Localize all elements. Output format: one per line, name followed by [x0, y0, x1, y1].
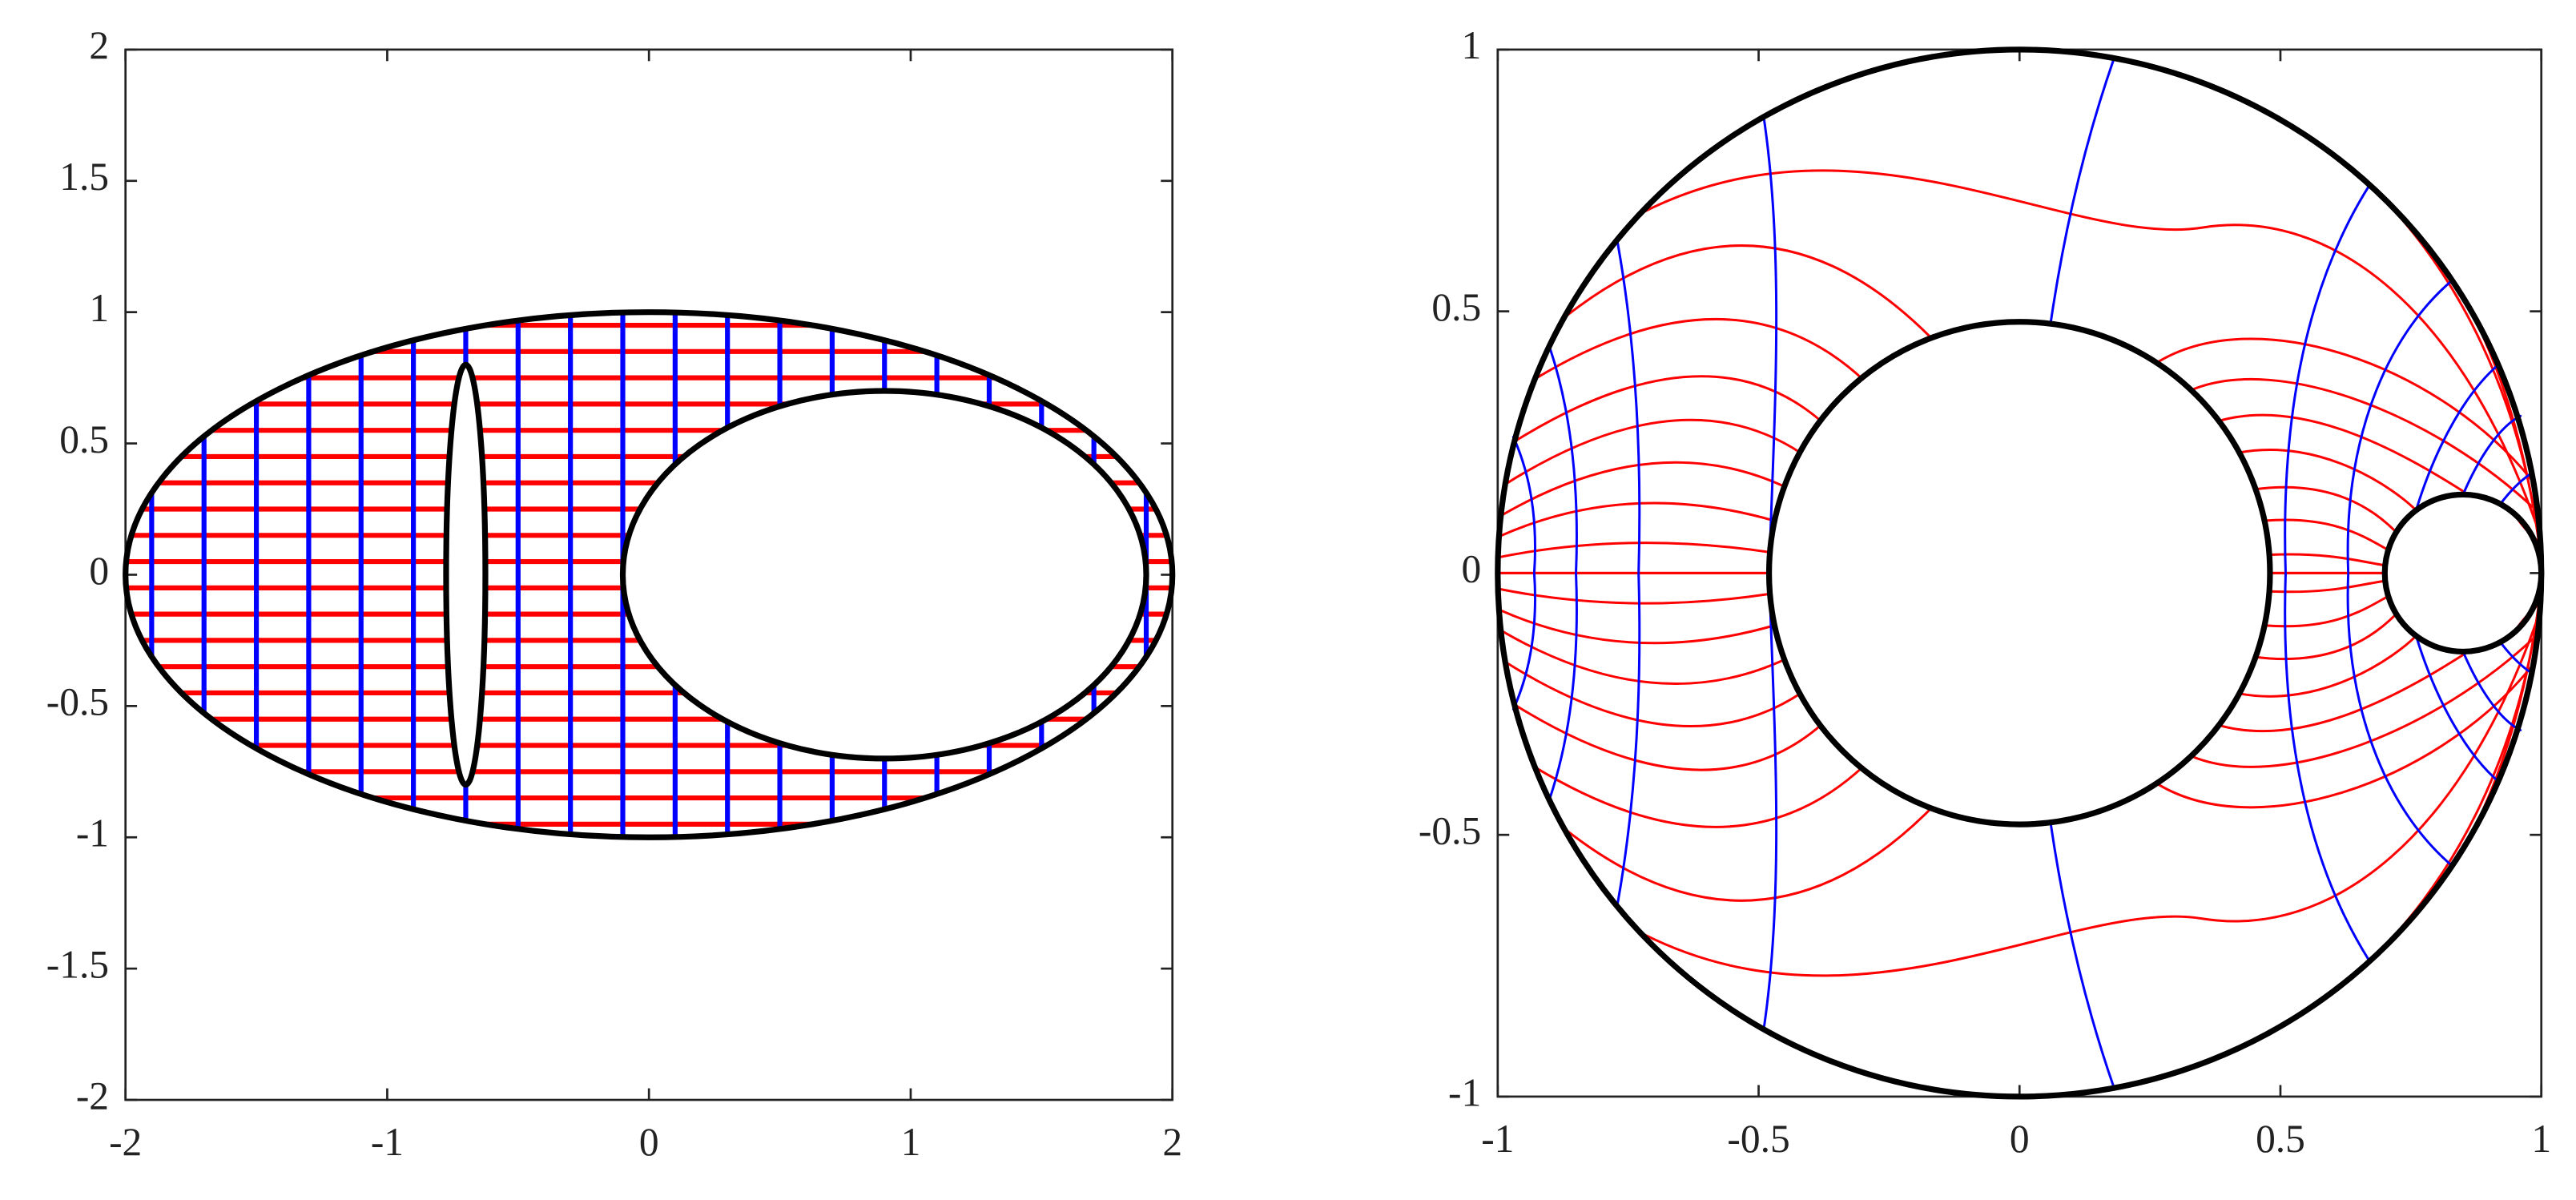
level-curve: [2254, 615, 2395, 659]
y-tick-label: -1: [76, 811, 109, 856]
x-tick-label: 1: [2531, 1117, 2551, 1161]
y-tick-label: 0: [89, 549, 109, 593]
flow-curve: [2348, 280, 2453, 573]
y-tick-label: -1: [1448, 1070, 1481, 1114]
flow-curve: [2285, 186, 2369, 574]
level-curve: [1644, 171, 2538, 531]
y-tick-label: -0.5: [46, 680, 109, 724]
flow-curve: [1764, 573, 1777, 1029]
level-curve: [1499, 610, 1774, 643]
axes-box: [124, 48, 1174, 1101]
flow-curves: [1513, 60, 2530, 573]
level-curve: [2218, 415, 2469, 494]
x-tick-label: 2: [1162, 1120, 1182, 1164]
level-curve: [2218, 651, 2469, 731]
level-curve: [2270, 554, 2385, 566]
flow-curve: [2285, 573, 2369, 960]
level-curve: [2264, 597, 2387, 626]
level-curve: [1513, 377, 1821, 442]
level-curve: [2155, 339, 2531, 479]
y-tick-label: 1.5: [59, 155, 109, 199]
x-tick-label: -0.5: [1727, 1117, 1789, 1161]
x-tick-label: 0.5: [2256, 1117, 2305, 1161]
level-curve: [1498, 543, 1769, 558]
level-curve: [1506, 420, 1801, 484]
boundary: [443, 361, 489, 788]
flow-curve: [2051, 824, 2113, 1086]
flow-curve: [1513, 573, 1535, 709]
level-curve: [2437, 583, 2541, 887]
flow-curve: [2500, 641, 2531, 672]
boundary: [1765, 319, 2273, 828]
mesh-lines: [125, 49, 1173, 1101]
level-curve: [1501, 630, 1785, 683]
y-tick-label: 0: [1461, 547, 1481, 591]
y-tick-label: 0.5: [59, 417, 109, 461]
flow-curves: [1513, 573, 2530, 1085]
y-tick-label: -2: [76, 1073, 109, 1117]
map-curves: [1498, 60, 2542, 1086]
y-tick-label: -0.5: [1419, 809, 1481, 853]
flow-curve: [1764, 118, 1777, 574]
level-curve: [2192, 379, 2536, 510]
level-curve: [1513, 704, 1821, 770]
level-curve: [1534, 319, 1862, 379]
level-curve: [1534, 767, 1862, 827]
level-curve: [1566, 808, 1931, 900]
flow-curve: [1550, 348, 1577, 573]
level-curve: [2437, 259, 2541, 562]
flow-curve: [1618, 573, 1640, 903]
level-curve: [1566, 246, 1931, 338]
flow-curve: [2463, 416, 2521, 494]
half-curves: [1498, 60, 2542, 573]
flow-curve: [1513, 437, 1535, 573]
level-curve: [1506, 662, 1801, 726]
level-curve: [1499, 503, 1774, 537]
flow-curve: [2348, 573, 2453, 866]
y-tick-label: 1: [89, 286, 109, 330]
flow-curve: [1618, 244, 1640, 574]
plot-area: -2 -1 0 1 2 -2 -1.5 -1 -0.5 0 0.5 1 1.5 2: [46, 23, 1182, 1164]
x-tick-label: 0: [2010, 1117, 2030, 1161]
plot-area: -1 -0.5 0 0.5 1 -1 -0.5 0 0.5 1: [1419, 23, 2551, 1161]
x-tick-label: -2: [109, 1120, 142, 1164]
level-curves: [1498, 162, 2542, 573]
flow-curve: [2463, 651, 2521, 730]
level-curve: [2264, 520, 2387, 550]
boundary: [619, 388, 1149, 762]
boundary: [123, 309, 1176, 840]
level-curve: [2254, 487, 2395, 531]
y-tick-label: -1.5: [46, 942, 109, 986]
level-curves: [1498, 573, 2542, 984]
level-curve: [2239, 636, 2416, 696]
x-tick-label: -1: [1481, 1117, 1514, 1161]
y-tick-label: 0.5: [1431, 285, 1481, 329]
flow-curve: [2500, 473, 2531, 505]
flow-curve: [2416, 636, 2499, 783]
level-curve: [1501, 462, 1785, 515]
half-curves: [1498, 573, 2542, 1085]
level-curve: [1644, 615, 2538, 976]
level-curve: [2270, 581, 2385, 592]
level-curve: [1498, 589, 1769, 603]
x-tick-label: -1: [371, 1120, 404, 1164]
x-tick-label: 1: [901, 1120, 921, 1164]
level-curve: [2239, 449, 2416, 509]
y-tick-label: 1: [1461, 23, 1481, 67]
level-curve: [2155, 667, 2531, 807]
y-tick-label: 2: [89, 23, 109, 67]
flow-curve: [2416, 364, 2499, 510]
boundary: [2381, 491, 2545, 655]
x-tick-label: 0: [639, 1120, 659, 1164]
level-curve: [2192, 636, 2536, 767]
flow-curve: [2051, 60, 2113, 322]
flow-curve: [1550, 573, 1577, 798]
